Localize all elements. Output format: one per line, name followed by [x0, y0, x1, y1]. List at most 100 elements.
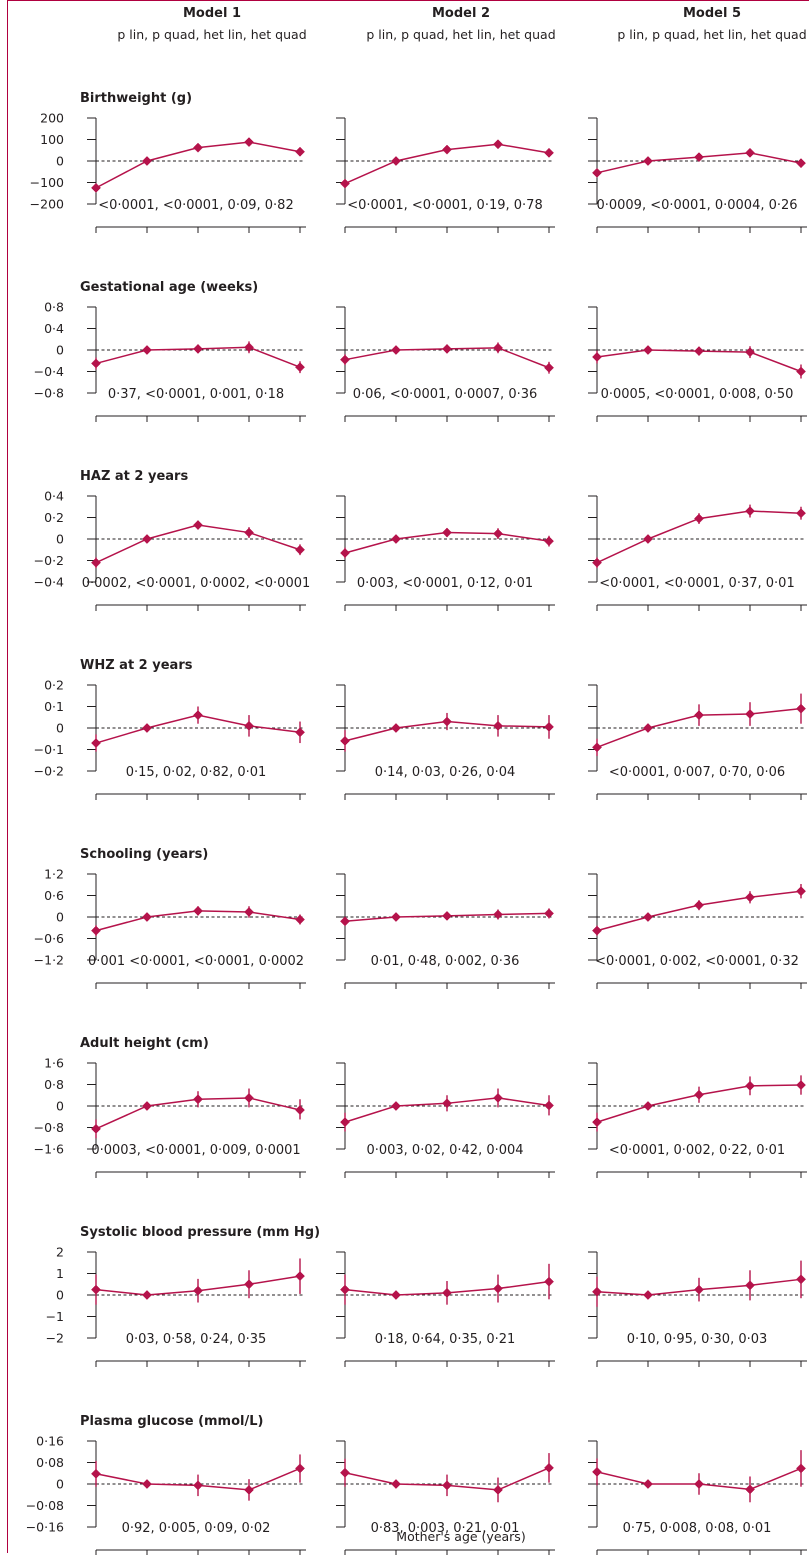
y-tick-label: −1: [46, 1309, 64, 1324]
y-tick-label: 0·4: [44, 489, 64, 504]
p-value-annotation: <0·0001, <0·0001, 0·09, 0·82: [98, 198, 293, 213]
data-point: [592, 352, 602, 362]
data-point: [694, 710, 704, 721]
data-point: [142, 156, 152, 166]
data-point: [592, 1117, 602, 1128]
y-tick-label: −0·8: [34, 386, 64, 401]
y-tick-label: 0: [56, 1099, 64, 1114]
data-point: [643, 1290, 653, 1300]
y-tick-label: 0·6: [44, 888, 64, 903]
data-point: [193, 520, 203, 530]
data-point: [244, 342, 254, 353]
data-point: [244, 1279, 254, 1290]
column-title-3: Model 5: [683, 6, 741, 21]
data-point: [442, 910, 452, 921]
data-point: [745, 506, 755, 517]
p-value-annotation: <0·0001, <0·0001, 0·19, 0·78: [347, 198, 542, 213]
y-tick-label: −0·8: [34, 1120, 64, 1135]
data-point: [193, 1094, 203, 1105]
row-title-1: Birthweight (g): [80, 91, 192, 106]
row-title-6: Adult height (cm): [80, 1036, 209, 1051]
data-point: [745, 892, 755, 903]
y-tick-label: −0·2: [34, 764, 64, 779]
data-point: [244, 137, 254, 148]
data-point: [694, 152, 704, 163]
y-tick-label: 100: [40, 132, 64, 147]
data-point: [592, 1466, 602, 1477]
data-point: [745, 1280, 755, 1291]
data-point: [442, 1098, 452, 1109]
data-point: [142, 1479, 152, 1489]
data-point: [340, 178, 350, 189]
data-point: [391, 534, 401, 544]
data-point: [142, 723, 152, 733]
data-point: [91, 557, 101, 568]
p-value-annotation: 0·83, 0·003, 0·21, 0·01: [371, 1521, 520, 1536]
data-point: [544, 362, 554, 373]
data-point: [493, 342, 503, 353]
y-tick-label: 0·1: [44, 699, 64, 714]
data-point: [340, 1467, 350, 1478]
y-tick-label: 0: [56, 532, 64, 547]
data-point: [295, 1105, 305, 1115]
y-tick-label: −0·16: [26, 1520, 64, 1535]
data-point: [91, 358, 101, 369]
data-point: [643, 1479, 653, 1489]
y-tick-label: 0: [56, 721, 64, 736]
data-point: [544, 147, 554, 158]
data-point: [544, 1276, 554, 1287]
data-point: [442, 716, 452, 727]
data-point: [493, 909, 503, 920]
data-point: [340, 1284, 350, 1295]
data-point: [796, 366, 806, 377]
column-subtitle-2: p lin, p quad, het lin, het quad: [366, 27, 555, 42]
row-title-7: Systolic blood pressure (mm Hg): [80, 1225, 320, 1240]
data-point: [745, 347, 755, 358]
data-point: [493, 720, 503, 731]
row-title-3: HAZ at 2 years: [80, 469, 188, 484]
y-tick-label: −0·4: [34, 364, 64, 379]
data-point: [91, 925, 101, 936]
data-point: [544, 908, 554, 919]
data-point: [544, 536, 554, 547]
data-point: [340, 916, 350, 927]
p-value-annotation: <0·0001, <0·0001, 0·37, 0·01: [599, 576, 794, 591]
row-title-8: Plasma glucose (mmol/L): [80, 1414, 263, 1429]
p-value-annotation: 0·14, 0·03, 0·26, 0·04: [375, 765, 516, 780]
p-value-annotation: 0·0003, <0·0001, 0·009, 0·0001: [91, 1143, 300, 1158]
row-title-4: WHZ at 2 years: [80, 658, 193, 673]
data-point: [244, 527, 254, 538]
data-point: [643, 534, 653, 544]
data-point: [391, 1290, 401, 1300]
data-point: [442, 144, 452, 155]
p-value-annotation: 0·75, 0·008, 0·08, 0·01: [623, 1521, 772, 1536]
y-tick-label: 0: [56, 910, 64, 925]
column-title-1: Model 1: [183, 6, 241, 21]
data-point: [91, 1468, 101, 1479]
p-value-annotation: 0·18, 0·64, 0·35, 0·21: [375, 1332, 516, 1347]
series-line: [596, 890, 802, 932]
data-point: [193, 1480, 203, 1491]
row-title-5: Schooling (years): [80, 847, 208, 862]
data-point: [493, 1484, 503, 1495]
data-point: [244, 720, 254, 731]
y-tick-label: 0: [56, 1477, 64, 1492]
data-point: [442, 343, 452, 354]
p-value-annotation: 0·001 <0·0001, <0·0001, 0·0002: [88, 954, 304, 969]
y-tick-label: −0·2: [34, 553, 64, 568]
p-value-annotation: 0·10, 0·95, 0·30, 0·03: [627, 1332, 768, 1347]
data-point: [694, 513, 704, 524]
y-tick-label: 1·6: [44, 1056, 64, 1071]
data-point: [193, 343, 203, 354]
data-point: [745, 1080, 755, 1091]
y-tick-label: 1: [56, 1266, 64, 1281]
data-point: [295, 1463, 305, 1474]
column-title-2: Model 2: [432, 6, 490, 21]
data-point: [193, 1285, 203, 1296]
data-point: [796, 886, 806, 897]
data-point: [295, 1271, 305, 1282]
data-point: [643, 156, 653, 166]
y-tick-label: 0: [56, 343, 64, 358]
column-subtitle-3: p lin, p quad, het lin, het quad: [617, 27, 806, 42]
data-point: [340, 1117, 350, 1128]
